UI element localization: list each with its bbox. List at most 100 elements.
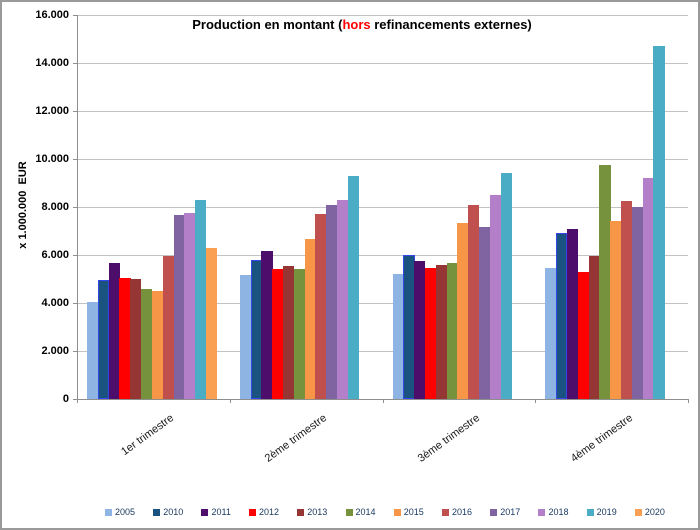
bar-2018-q2[interactable] (337, 199, 349, 399)
chart-title-highlight: hors (342, 17, 371, 32)
x-axis-label-q4[interactable]: 4ème trimestre (568, 412, 635, 465)
legend-item-2005[interactable]: 2005 (105, 507, 135, 517)
legend-label-2011: 2011 (211, 507, 231, 517)
x-axis-label-q3[interactable]: 3ème trimestre (415, 412, 482, 465)
legend-swatch-2014 (345, 508, 353, 516)
bar-2015-q4[interactable] (610, 221, 622, 399)
y-axis-tick-label: 0 (62, 392, 69, 405)
x-axis-tick (229, 399, 231, 403)
bar-2014-q4[interactable] (599, 165, 611, 399)
bar-2011-q2[interactable] (261, 251, 273, 399)
x-axis-label-q2[interactable]: 2ème trimestre (262, 412, 330, 465)
bar-2018-q3[interactable] (489, 195, 502, 399)
bar-2016-q4[interactable] (620, 201, 633, 399)
x-axis-tick (535, 399, 537, 403)
bar-2013-q2[interactable] (283, 265, 295, 399)
legend-item-2018[interactable]: 2018 (538, 507, 568, 517)
bar-2019-q4[interactable] (653, 46, 665, 399)
bar-2012-q2[interactable] (272, 269, 284, 399)
legend-item-2012[interactable]: 2012 (249, 507, 279, 517)
bar-2017-q1[interactable] (173, 215, 185, 399)
legend-item-2020[interactable]: 2020 (634, 507, 665, 517)
legend-item-2011[interactable]: 2011 (201, 507, 231, 517)
bar-2016-q3[interactable] (468, 204, 480, 399)
y-axis-tick-label: 12.000 (35, 104, 69, 117)
x-axis-line (73, 399, 689, 400)
bar-2017-q4[interactable] (631, 207, 643, 399)
bar-2013-q4[interactable] (588, 256, 600, 399)
legend-swatch-2011 (201, 508, 209, 516)
y-axis-tick (73, 159, 77, 160)
legend-label-2016: 2016 (451, 507, 472, 517)
bar-2019-q1[interactable] (195, 199, 207, 399)
y-axis-tick-label: 14.000 (35, 56, 69, 69)
bar-2014-q2[interactable] (293, 269, 306, 399)
bar-2019-q2[interactable] (347, 175, 360, 399)
bar-2018-q1[interactable] (184, 213, 196, 399)
legend-item-2019[interactable]: 2019 (586, 507, 617, 517)
chart-title-part1: Production en montant ( (192, 17, 343, 32)
legend-item-2010[interactable]: 2010 (153, 507, 183, 517)
legend-label-2018: 2018 (548, 507, 569, 517)
legend-item-2017[interactable]: 2017 (490, 507, 520, 517)
bar-2005-q4[interactable] (545, 268, 557, 399)
legend-item-2013[interactable]: 2013 (297, 507, 327, 517)
gridline (77, 351, 688, 352)
bar-2016-q1[interactable] (162, 256, 174, 399)
bar-2017-q2[interactable] (326, 204, 338, 399)
bar-2016-q2[interactable] (315, 214, 327, 399)
bar-2012-q4[interactable] (577, 271, 589, 399)
legend-label-2010: 2010 (163, 507, 184, 517)
legend-item-2016[interactable]: 2016 (441, 507, 472, 517)
chart-title[interactable]: Production en montant (hors refinancemen… (32, 17, 692, 32)
legend-label-2012: 2012 (259, 507, 280, 517)
legend-label-2020: 2020 (644, 507, 665, 517)
bar-2011-q1[interactable] (108, 263, 120, 399)
legend-label-2013: 2013 (307, 507, 328, 517)
bar-2010-q3[interactable] (403, 255, 415, 399)
y-axis-tick (73, 207, 77, 208)
gridline (77, 111, 688, 112)
bar-2020-q1[interactable] (205, 247, 218, 399)
x-axis-tick (688, 399, 689, 403)
legend-label-2014: 2014 (355, 507, 376, 517)
bar-2010-q1[interactable] (97, 280, 110, 399)
bar-2012-q1[interactable] (119, 277, 131, 399)
bar-2013-q1[interactable] (130, 279, 142, 399)
bar-2017-q3[interactable] (479, 227, 491, 399)
gridline (77, 15, 688, 16)
bar-2014-q3[interactable] (446, 263, 458, 399)
bar-2013-q3[interactable] (435, 264, 447, 399)
legend-swatch-2020 (634, 508, 642, 516)
y-axis-tick (73, 255, 77, 256)
bar-2005-q3[interactable] (392, 274, 404, 399)
x-axis-tick (77, 399, 78, 403)
x-axis-tick (382, 399, 384, 403)
bar-2010-q2[interactable] (250, 259, 262, 399)
bar-2015-q1[interactable] (151, 291, 164, 399)
bar-2014-q1[interactable] (141, 288, 153, 399)
chart-title-part2: refinancements externes) (370, 17, 532, 32)
legend-item-2014[interactable]: 2014 (345, 507, 376, 517)
legend-item-2015[interactable]: 2015 (393, 507, 424, 517)
bar-2005-q1[interactable] (87, 301, 99, 399)
x-axis-label-q1[interactable]: 1er trimestre (119, 412, 177, 459)
y-axis-line (77, 15, 78, 400)
bar-2011-q4[interactable] (566, 228, 579, 399)
legend-swatch-2012 (249, 508, 257, 516)
bar-2015-q3[interactable] (457, 222, 469, 399)
bar-2019-q3[interactable] (500, 173, 512, 399)
y-axis-tick (73, 111, 77, 112)
bar-2005-q2[interactable] (239, 275, 251, 399)
bar-2010-q4[interactable] (556, 233, 568, 399)
y-axis-tick (73, 63, 77, 64)
legend-label-2017: 2017 (500, 507, 521, 517)
bar-2015-q2[interactable] (304, 239, 316, 399)
bar-2012-q3[interactable] (424, 268, 437, 399)
bar-2018-q4[interactable] (642, 178, 654, 399)
bar-2011-q3[interactable] (414, 261, 426, 399)
y-axis-tick-label: 6.000 (41, 248, 69, 261)
legend-swatch-2017 (490, 508, 498, 516)
plot-area (77, 15, 688, 399)
y-axis-tick-label: 4.000 (41, 296, 69, 309)
